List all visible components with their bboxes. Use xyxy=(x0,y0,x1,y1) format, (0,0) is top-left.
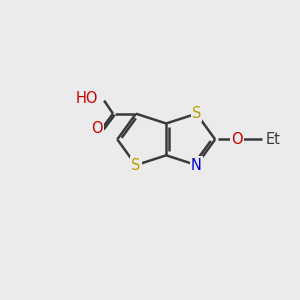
Text: S: S xyxy=(192,106,201,121)
Text: S: S xyxy=(131,158,141,172)
Text: N: N xyxy=(191,158,202,172)
Text: HO: HO xyxy=(76,91,98,106)
Text: O: O xyxy=(92,121,103,136)
Text: Et: Et xyxy=(266,132,280,147)
Text: O: O xyxy=(231,132,243,147)
